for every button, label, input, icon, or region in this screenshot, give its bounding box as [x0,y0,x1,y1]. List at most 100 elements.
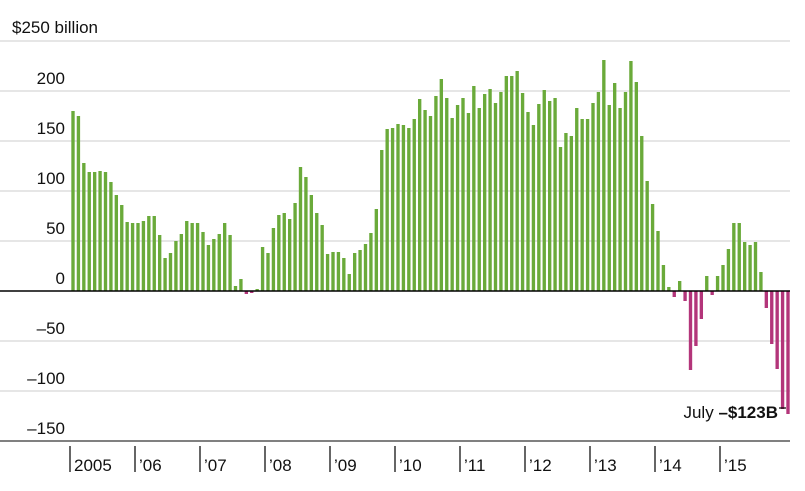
bar [661,265,666,291]
bar [287,219,292,291]
bar [770,291,774,344]
bar [634,82,639,291]
x-tick-label: ’08 [269,456,292,475]
bar [699,291,704,319]
bar [575,108,579,291]
bar [482,94,487,291]
bar [401,125,406,291]
y-axis-labels: 200 150 100 50 0 –50 –100 –150 [27,69,65,438]
bar [147,216,151,291]
bar [547,101,552,291]
bar [439,79,444,291]
bar [428,116,433,291]
bar [569,136,574,291]
bar [217,234,221,291]
bar [504,76,509,291]
bar [721,265,725,291]
bar [179,234,184,291]
bar [775,291,779,369]
bar [499,92,503,291]
bar [120,205,124,291]
bar [271,228,276,291]
bar [163,258,167,291]
bar [753,242,758,291]
bar [352,253,357,291]
x-tick-label: ’12 [529,456,552,475]
bar [98,171,102,291]
bar [585,119,590,291]
bar [92,172,97,291]
bar [293,203,297,291]
y-tick-label: 200 [37,69,65,88]
bar [71,111,75,291]
bar [650,204,655,291]
bar [596,92,601,291]
y-tick-label: 0 [56,269,65,288]
bar [331,252,335,291]
x-tick-label: 2005 [74,456,112,475]
bar [174,241,178,291]
bar [780,291,785,409]
bar [304,177,308,291]
bar [412,119,416,291]
y-tick-label: –150 [27,419,65,438]
bar [347,274,351,291]
bar [656,231,660,291]
bar [309,195,314,291]
bar [612,83,617,291]
x-tick-label: ’15 [724,456,747,475]
bar [645,181,649,291]
bar [87,172,91,291]
bar [315,213,319,291]
bar [710,291,714,295]
bar [737,223,741,291]
bar [168,253,173,291]
annotation-value: –$123B [718,403,778,422]
bar [369,233,373,291]
bar [667,287,671,291]
bar [461,98,465,291]
x-tick-label: ’10 [399,456,422,475]
bar [455,105,460,291]
bar [82,163,86,291]
x-tick-label: ’07 [204,456,227,475]
bar [531,125,536,291]
bar [607,105,611,291]
bar [688,291,693,370]
bar [640,136,644,291]
bar [591,103,595,291]
bar [152,216,156,291]
bar [250,291,254,293]
bar [445,98,449,291]
bar [190,223,194,291]
bar [602,60,606,291]
bar [396,124,400,291]
bar [677,281,682,291]
bar [206,245,211,291]
bar [759,272,763,291]
bar [423,110,427,291]
x-tick-label: ’14 [659,456,682,475]
bar [277,215,281,291]
bar [76,116,81,291]
bar [618,108,622,291]
bar [629,61,633,291]
bar [726,249,731,291]
bar [266,253,270,291]
bar [764,291,769,308]
bar [114,195,119,291]
bar [537,104,541,291]
bar [233,286,238,291]
bar [325,254,330,291]
bar [363,244,368,291]
bar [510,76,514,291]
bar [488,89,492,291]
bar [244,291,249,294]
bar [125,222,129,291]
bar [434,96,438,291]
annotation: July –$123B [683,403,786,422]
y-axis-title: $250 billion [12,18,98,37]
bar [157,235,162,291]
bar [732,223,736,291]
